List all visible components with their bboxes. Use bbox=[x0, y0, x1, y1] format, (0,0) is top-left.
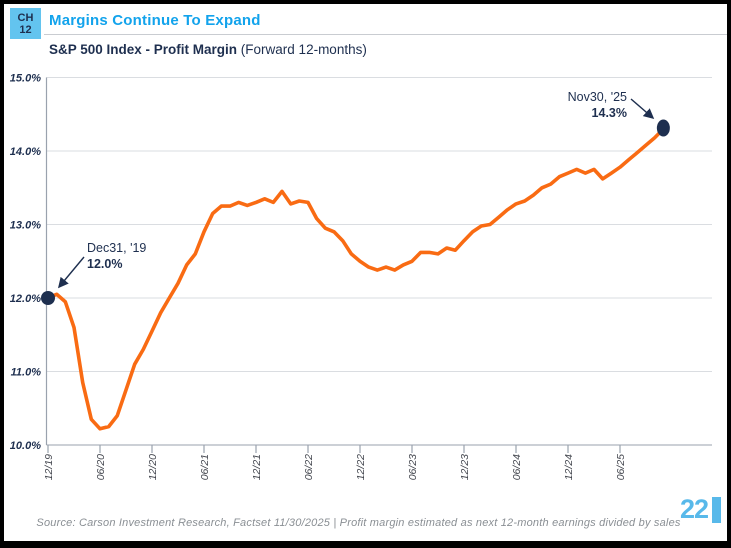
y-axis-label: 14.0% bbox=[10, 146, 41, 158]
annotation-start-date: Dec31, '19 bbox=[87, 241, 146, 255]
chart-title-bold: S&P 500 Index - Profit Margin bbox=[49, 42, 238, 57]
x-axis-label: 06/22 bbox=[303, 454, 315, 480]
profit-margin-chart: 15.0% 14.0% 13.0% 12.0% 11.0% 10.0%12/19 06/20… bbox=[10, 73, 712, 480]
chapter-badge-line1: CH bbox=[17, 11, 34, 24]
y-axis-label: 12.0% bbox=[10, 293, 41, 305]
y-axis-label: 11.0% bbox=[11, 367, 42, 379]
annotation-end-date: Nov30, '25 bbox=[568, 90, 627, 104]
annotation-start-value: 12.0% bbox=[87, 257, 122, 271]
x-axis-label: 12/22 bbox=[355, 454, 367, 480]
profit-margin-line bbox=[46, 127, 666, 431]
annotation-arrow-start bbox=[57, 256, 85, 289]
chart-title: S&P 500 Index - Profit Margin (Forward 1… bbox=[49, 42, 367, 57]
x-axis-label: 12/20 bbox=[147, 454, 159, 480]
x-axis-label: 06/21 bbox=[199, 454, 211, 480]
x-axis-label: 06/23 bbox=[407, 454, 419, 480]
x-axis-label: 06/20 bbox=[95, 454, 107, 480]
x-axis-label: 12/19 bbox=[43, 454, 55, 480]
chapter-badge-line2: 12 bbox=[19, 23, 32, 36]
chapter-badge: CH 12 bbox=[10, 8, 41, 39]
y-axis-label: 13.0% bbox=[10, 220, 41, 232]
x-axis-label: 12/23 bbox=[459, 454, 471, 480]
page-number-block: 22 bbox=[680, 494, 721, 525]
y-axis-label: 10.0% bbox=[10, 440, 41, 452]
page-number: 22 bbox=[679, 494, 709, 524]
slide-title: Margins Continue To Expand bbox=[49, 12, 261, 29]
annotation-arrow-end bbox=[630, 98, 655, 120]
y-axis-label: 15.0% bbox=[10, 73, 41, 85]
x-axis-label: 06/24 bbox=[511, 454, 523, 480]
page-number-bar bbox=[712, 496, 721, 523]
x-axis-label: 12/21 bbox=[251, 454, 263, 480]
header-divider bbox=[44, 34, 727, 35]
end-point-marker bbox=[656, 119, 670, 137]
x-axis-label: 12/24 bbox=[563, 454, 575, 480]
start-point-marker bbox=[41, 291, 55, 305]
source-note: Source: Carson Investment Research, Fact… bbox=[36, 517, 681, 529]
annotation-end-value: 14.3% bbox=[592, 106, 627, 120]
x-axis-label: 06/25 bbox=[615, 454, 627, 480]
chart-title-regular: (Forward 12-months) bbox=[237, 42, 367, 57]
